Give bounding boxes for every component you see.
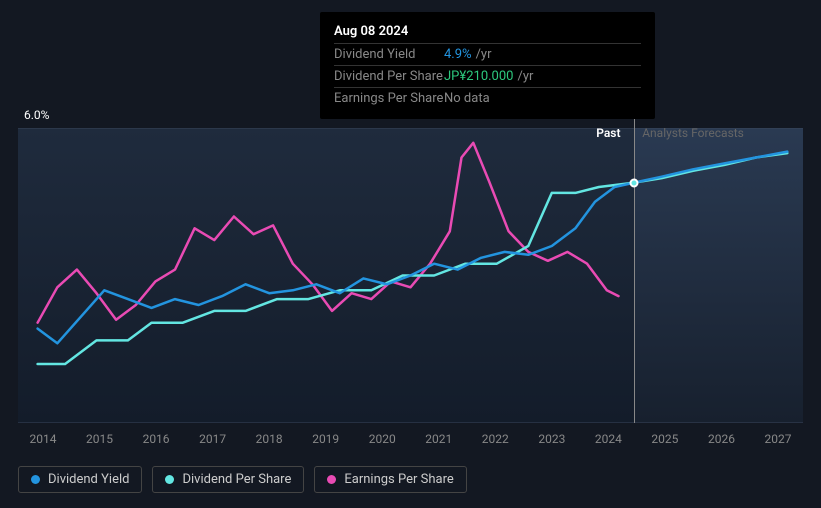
x-tick: 2021 bbox=[425, 432, 452, 446]
legend-dot bbox=[31, 475, 40, 484]
tooltip-row-value: 4.9% bbox=[444, 47, 472, 62]
legend-label: Dividend Per Share bbox=[182, 472, 291, 487]
hover-vline bbox=[634, 112, 635, 423]
x-tick: 2027 bbox=[765, 432, 792, 446]
x-tick: 2014 bbox=[30, 432, 57, 446]
x-tick: 2024 bbox=[595, 432, 622, 446]
tooltip-row-label: Earnings Per Share bbox=[334, 91, 444, 106]
legend-label: Dividend Yield bbox=[48, 472, 129, 487]
forecast-label: Analysts Forecasts bbox=[642, 126, 744, 140]
legend-item[interactable]: Dividend Per Share bbox=[152, 466, 304, 493]
x-tick: 2022 bbox=[482, 432, 509, 446]
legend-item[interactable]: Earnings Per Share bbox=[314, 466, 466, 493]
legend-label: Earnings Per Share bbox=[344, 472, 453, 487]
tooltip-row-label: Dividend Yield bbox=[334, 47, 444, 62]
tooltip-row-value: JP¥210.000 bbox=[444, 69, 513, 84]
x-tick: 2019 bbox=[312, 432, 339, 446]
tooltip-row-value: No data bbox=[444, 91, 490, 106]
x-tick: 2026 bbox=[708, 432, 735, 446]
tooltip: Aug 08 2024 Dividend Yield4.9%/yrDividen… bbox=[320, 12, 655, 119]
y-axis-max: 6.0% bbox=[24, 108, 49, 122]
legend-dot bbox=[165, 475, 174, 484]
x-tick: 2018 bbox=[256, 432, 283, 446]
legend-dot bbox=[327, 475, 336, 484]
past-label: Past bbox=[596, 126, 620, 140]
tooltip-row-label: Dividend Per Share bbox=[334, 69, 444, 84]
legend: Dividend Yield Dividend Per Share Earnings… bbox=[18, 466, 467, 493]
chart-svg bbox=[18, 128, 803, 423]
tooltip-row-unit: /yr bbox=[476, 47, 492, 62]
tooltip-row: Earnings Per ShareNo data bbox=[334, 87, 641, 109]
x-tick: 2023 bbox=[538, 432, 565, 446]
x-tick: 2015 bbox=[86, 432, 113, 446]
plot-area[interactable]: Past Analysts Forecasts bbox=[18, 128, 803, 423]
x-tick: 2017 bbox=[199, 432, 226, 446]
x-tick: 2016 bbox=[143, 432, 170, 446]
legend-item[interactable]: Dividend Yield bbox=[18, 466, 142, 493]
x-tick: 2020 bbox=[369, 432, 396, 446]
tooltip-row: Dividend Per ShareJP¥210.000/yr bbox=[334, 65, 641, 87]
x-tick: 2025 bbox=[651, 432, 678, 446]
tooltip-row: Dividend Yield4.9% /yr bbox=[334, 43, 641, 65]
hover-marker bbox=[630, 178, 639, 187]
tooltip-date: Aug 08 2024 bbox=[334, 20, 641, 43]
tooltip-row-unit: /yr bbox=[517, 69, 533, 84]
